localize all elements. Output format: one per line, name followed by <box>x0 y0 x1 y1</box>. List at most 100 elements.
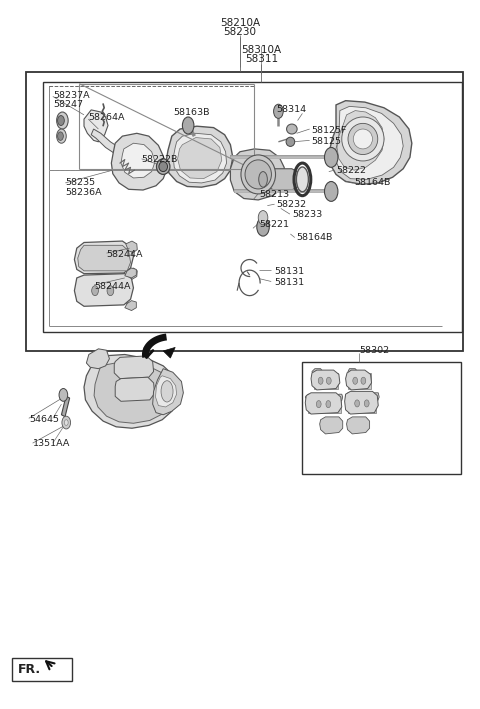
Ellipse shape <box>241 155 276 194</box>
Bar <box>302 362 461 474</box>
Text: 58302: 58302 <box>359 346 389 354</box>
Circle shape <box>92 286 98 296</box>
Circle shape <box>58 132 63 140</box>
Ellipse shape <box>159 162 168 172</box>
Text: 58125F: 58125F <box>311 126 347 135</box>
Circle shape <box>107 286 114 296</box>
Circle shape <box>182 117 194 134</box>
Polygon shape <box>84 354 179 428</box>
Text: 58311: 58311 <box>245 54 278 64</box>
Circle shape <box>57 112 68 129</box>
Polygon shape <box>111 133 167 190</box>
Circle shape <box>324 147 338 167</box>
Text: 58221: 58221 <box>259 220 289 228</box>
Polygon shape <box>346 370 372 390</box>
Polygon shape <box>178 138 222 179</box>
Polygon shape <box>263 169 302 190</box>
Circle shape <box>58 116 64 125</box>
Text: 58213: 58213 <box>259 190 289 199</box>
Polygon shape <box>305 394 313 401</box>
Text: 58164B: 58164B <box>297 233 333 242</box>
Polygon shape <box>114 356 154 379</box>
Polygon shape <box>230 149 285 200</box>
Bar <box>43 82 462 332</box>
Polygon shape <box>312 369 324 379</box>
Polygon shape <box>320 417 343 434</box>
Polygon shape <box>153 369 183 415</box>
Polygon shape <box>74 274 133 306</box>
Text: 58237A: 58237A <box>53 91 89 99</box>
Text: 58131: 58131 <box>275 267 305 276</box>
Polygon shape <box>173 133 227 183</box>
Text: 58244A: 58244A <box>107 250 143 259</box>
Circle shape <box>257 218 269 236</box>
Circle shape <box>318 377 323 384</box>
Circle shape <box>355 400 360 407</box>
Ellipse shape <box>245 160 272 189</box>
Polygon shape <box>125 301 136 311</box>
Ellipse shape <box>348 123 378 155</box>
Text: 58131: 58131 <box>275 279 305 287</box>
Circle shape <box>361 377 366 384</box>
Polygon shape <box>125 268 136 278</box>
Bar <box>82 245 127 271</box>
Circle shape <box>258 211 268 225</box>
Bar <box>314 373 338 389</box>
Ellipse shape <box>286 137 295 147</box>
Text: 58222: 58222 <box>336 166 366 174</box>
Ellipse shape <box>353 129 372 149</box>
Circle shape <box>64 420 68 425</box>
Polygon shape <box>372 393 379 401</box>
Circle shape <box>316 401 321 408</box>
Text: 58244A: 58244A <box>94 282 131 291</box>
Text: 54645: 54645 <box>29 415 59 424</box>
Ellipse shape <box>296 167 308 191</box>
Text: 58125: 58125 <box>311 138 341 146</box>
Ellipse shape <box>156 159 170 174</box>
Polygon shape <box>337 111 384 170</box>
Text: 58230: 58230 <box>224 27 256 37</box>
Circle shape <box>326 377 331 384</box>
Text: 58163B: 58163B <box>173 108 209 116</box>
Polygon shape <box>156 376 177 407</box>
Text: 58232: 58232 <box>276 200 306 208</box>
Polygon shape <box>126 241 137 252</box>
Polygon shape <box>345 391 378 414</box>
Bar <box>308 396 341 413</box>
Polygon shape <box>94 362 172 423</box>
Text: 58235: 58235 <box>65 178 96 186</box>
Polygon shape <box>311 370 340 390</box>
Bar <box>26 72 463 351</box>
Text: 58314: 58314 <box>276 106 306 114</box>
Text: 58210A: 58210A <box>220 18 260 28</box>
Polygon shape <box>166 126 233 187</box>
Text: 58164B: 58164B <box>354 179 391 187</box>
Circle shape <box>324 182 338 201</box>
Polygon shape <box>126 268 137 279</box>
Text: 1351AA: 1351AA <box>33 440 70 448</box>
Bar <box>12 658 72 681</box>
Text: 58247: 58247 <box>53 101 83 109</box>
Polygon shape <box>336 394 343 401</box>
Polygon shape <box>91 129 125 156</box>
Polygon shape <box>348 369 358 379</box>
Circle shape <box>274 104 283 118</box>
Bar <box>348 373 371 389</box>
Bar <box>82 279 127 303</box>
Text: 58264A: 58264A <box>88 113 125 122</box>
Polygon shape <box>163 347 175 358</box>
Text: 58222B: 58222B <box>142 155 178 164</box>
Text: 58236A: 58236A <box>65 188 102 196</box>
Ellipse shape <box>161 381 173 402</box>
Polygon shape <box>115 377 155 401</box>
Circle shape <box>57 129 66 143</box>
Polygon shape <box>305 393 342 414</box>
Polygon shape <box>84 110 108 142</box>
Polygon shape <box>329 101 412 184</box>
Circle shape <box>353 377 358 384</box>
Bar <box>348 394 376 413</box>
Circle shape <box>364 400 369 407</box>
Polygon shape <box>346 393 353 400</box>
Bar <box>61 396 70 417</box>
Polygon shape <box>86 349 109 369</box>
